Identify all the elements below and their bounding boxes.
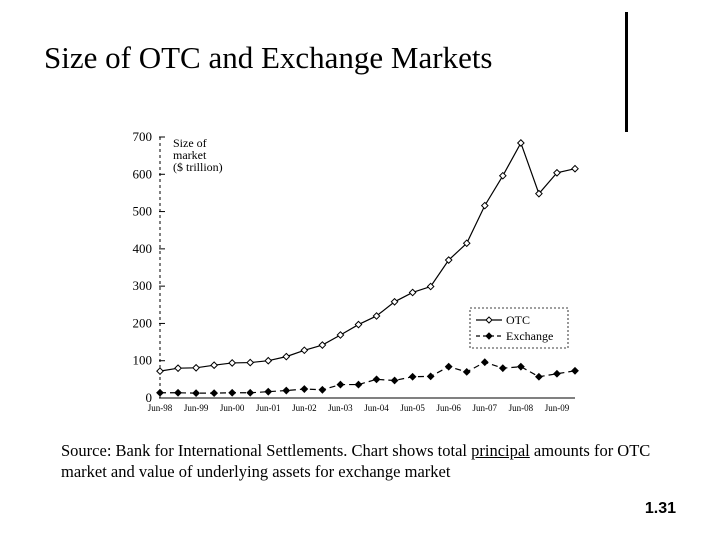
data-point-exchange — [480, 358, 489, 367]
y-tick-label: 100 — [133, 353, 153, 368]
x-tick-label: Jun-03 — [328, 403, 353, 413]
data-point-exchange — [210, 389, 219, 398]
data-point-otc — [318, 341, 327, 349]
x-tick-label: Jun-98 — [148, 403, 173, 413]
data-point-exchange — [516, 362, 525, 371]
x-tick-label: Jun-99 — [184, 403, 209, 413]
legend-box — [469, 307, 569, 349]
y-axis-title-line: market — [173, 148, 207, 162]
data-point-otc — [372, 312, 381, 320]
data-point-otc — [192, 363, 200, 372]
data-point-exchange — [498, 364, 507, 373]
data-point-otc — [535, 189, 543, 198]
data-point-exchange — [372, 375, 381, 384]
data-point-exchange — [408, 372, 417, 381]
y-axis-title-line: ($ trillion) — [173, 160, 223, 174]
data-point-exchange — [192, 389, 200, 398]
data-point-otc — [571, 164, 579, 173]
data-point-exchange — [300, 385, 309, 393]
y-tick-label: 700 — [133, 129, 153, 144]
y-tick-label: 300 — [133, 278, 153, 293]
y-tick-label: 200 — [133, 315, 153, 330]
slide-title: Size of OTC and Exchange Markets — [44, 40, 493, 75]
data-point-exchange — [318, 385, 327, 394]
market-size-chart: 0 100 200 300 400 500 600 700 Jun-98 Jun-99 Jun-0… — [133, 129, 579, 413]
page-number: 1.31 — [644, 500, 676, 517]
data-point-otc — [426, 282, 435, 291]
x-tick-label: Jun-01 — [256, 403, 281, 413]
x-tick-label: Jun-02 — [292, 403, 317, 413]
data-point-otc — [210, 361, 219, 370]
x-tick-label: Jun-08 — [509, 403, 534, 413]
data-point-otc — [516, 139, 525, 147]
data-point-otc — [553, 168, 561, 177]
y-tick-label: 400 — [133, 241, 153, 256]
data-point-otc — [156, 367, 164, 376]
data-point-exchange — [264, 387, 273, 396]
y-tick-label: 500 — [133, 204, 153, 219]
x-tick-label: Jun-06 — [436, 403, 461, 413]
data-point-otc — [462, 239, 471, 248]
data-point-otc — [336, 331, 345, 339]
x-tick-label: Jun-04 — [364, 403, 389, 413]
data-point-otc — [354, 320, 363, 329]
y-tick-label: 0 — [146, 390, 153, 405]
legend-marker-otc — [485, 316, 493, 324]
data-point-exchange — [553, 369, 561, 378]
x-tick-label: Jun-09 — [545, 403, 570, 413]
data-point-otc — [300, 346, 309, 355]
data-point-exchange — [282, 386, 291, 395]
source-caption: Source: Bank for International Settlemen… — [61, 440, 661, 482]
data-point-otc — [228, 359, 237, 367]
data-point-exchange — [462, 367, 471, 376]
caption-text-part2: amounts for OTC market and value of unde… — [61, 441, 651, 481]
data-point-exchange — [571, 366, 579, 375]
data-point-otc — [246, 358, 255, 367]
caption-underlined-word: principal — [471, 441, 530, 460]
data-point-exchange — [390, 376, 399, 385]
data-point-otc — [174, 364, 182, 373]
data-point-otc — [282, 352, 291, 361]
data-point-exchange — [174, 388, 182, 397]
legend-label-exchange: Exchange — [506, 329, 553, 343]
data-point-exchange — [535, 372, 543, 381]
data-point-exchange — [156, 388, 164, 397]
data-point-exchange — [336, 380, 345, 389]
series-line-exchange — [160, 361, 576, 394]
x-tick-label: Jun-00 — [220, 403, 245, 413]
data-point-exchange — [228, 388, 237, 397]
data-point-exchange — [444, 362, 453, 371]
caption-text-part1: Source: Bank for International Settlemen… — [61, 441, 472, 460]
data-point-exchange — [246, 388, 255, 397]
y-axis-title-line: Size of — [173, 136, 207, 150]
y-tick-label: 600 — [133, 166, 153, 181]
data-point-exchange — [426, 372, 435, 381]
data-point-otc — [498, 171, 507, 180]
data-point-otc — [480, 201, 489, 210]
x-tick-label: Jun-07 — [473, 403, 498, 413]
x-tick-label: Jun-05 — [400, 403, 425, 413]
data-point-otc — [444, 256, 453, 264]
legend-marker-exchange — [485, 332, 493, 340]
legend-label-otc: OTC — [506, 313, 530, 327]
data-point-otc — [390, 297, 399, 306]
data-point-otc — [408, 288, 417, 297]
data-point-exchange — [354, 380, 363, 389]
data-point-otc — [264, 356, 273, 365]
legend: OTC Exchange — [469, 307, 569, 349]
title-divider-line — [625, 12, 628, 132]
